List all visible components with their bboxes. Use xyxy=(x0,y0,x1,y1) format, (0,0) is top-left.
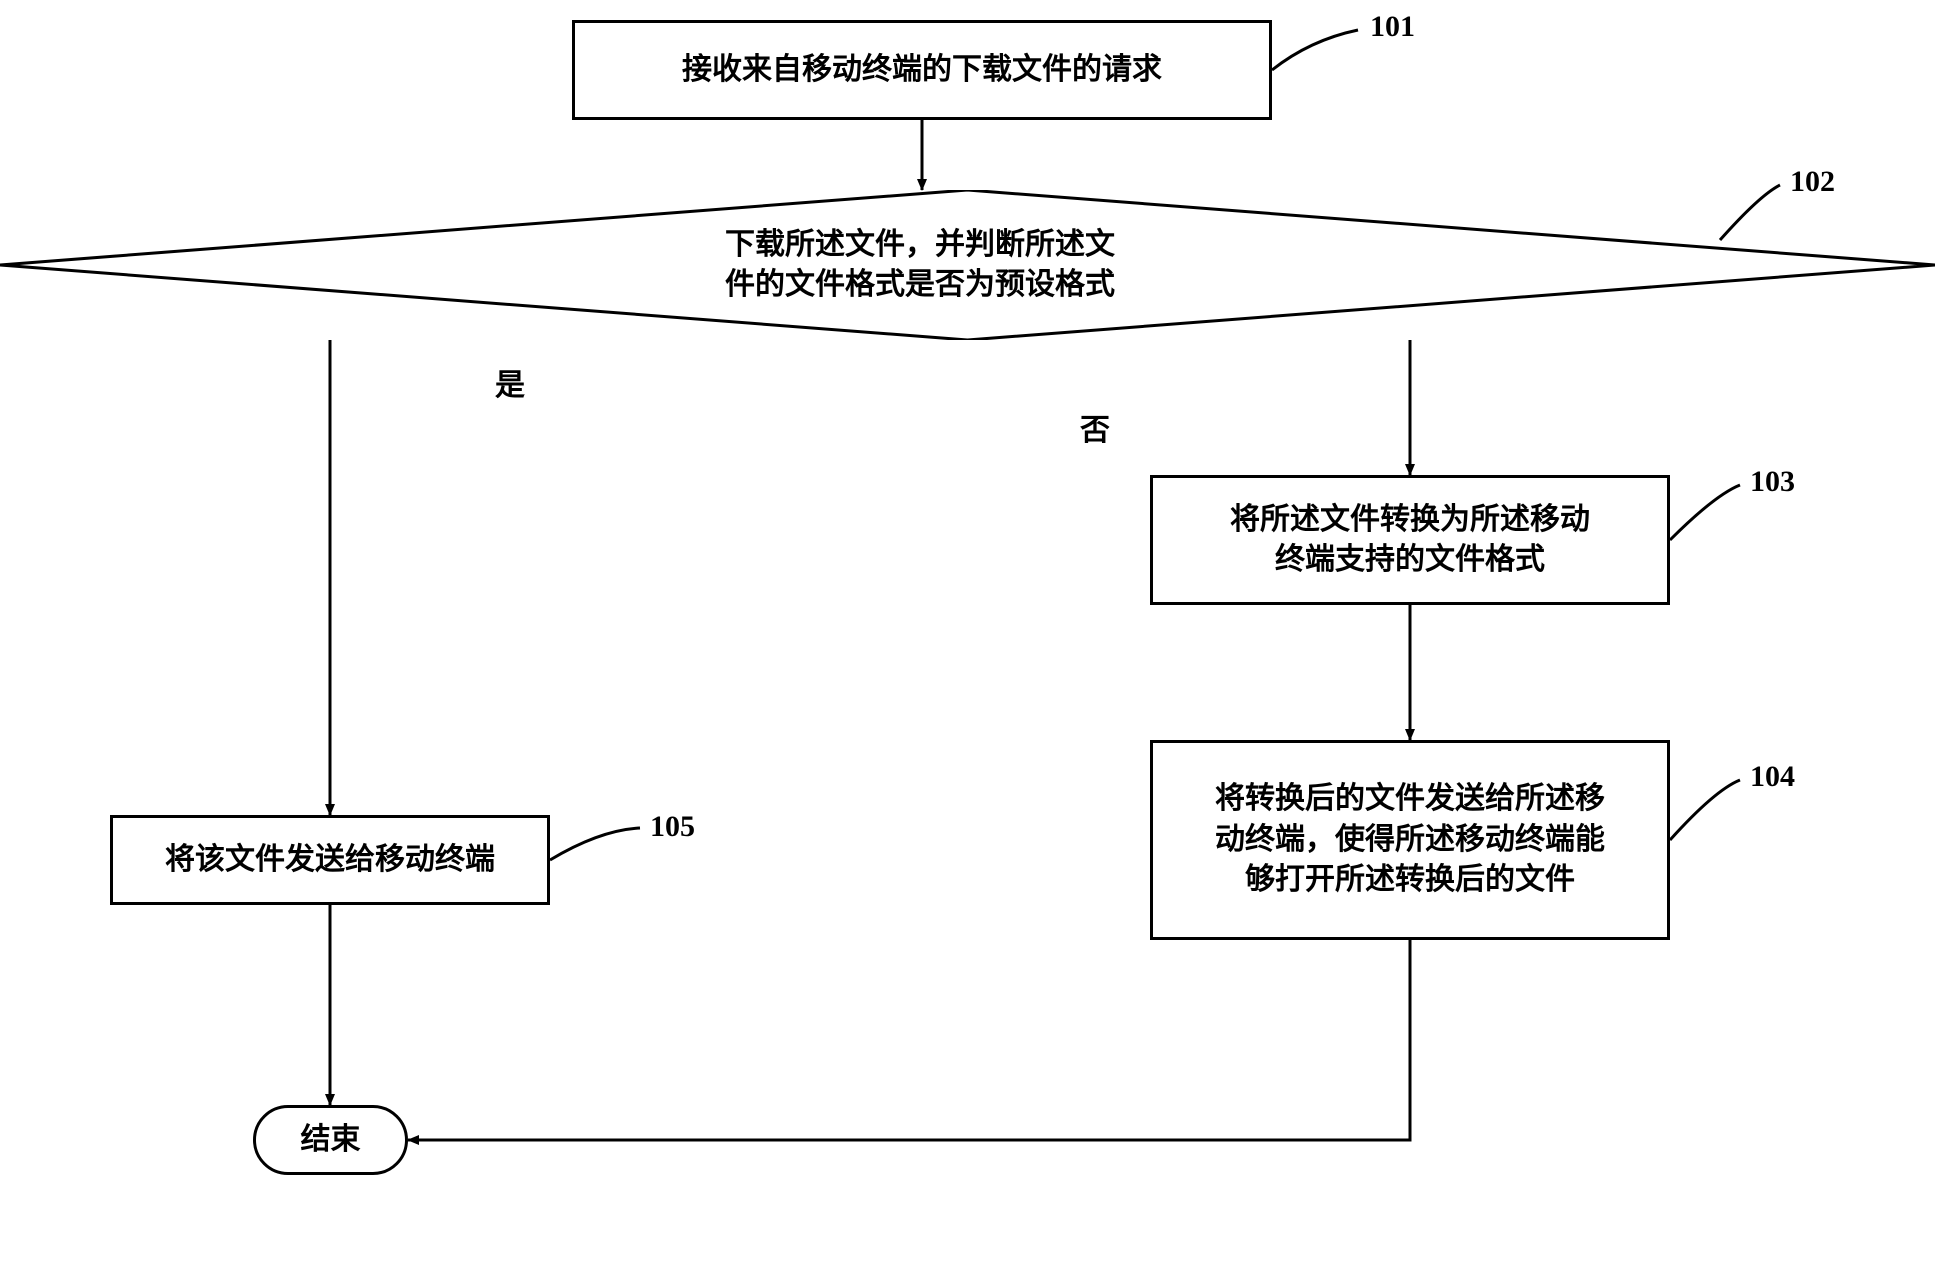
step-label-103: 103 xyxy=(1750,465,1795,499)
step-label-103-text: 103 xyxy=(1750,465,1795,498)
step-label-104-text: 104 xyxy=(1750,760,1795,793)
process-101: 接收来自移动终端的下载文件的请求 xyxy=(572,20,1272,120)
terminator-end: 结束 xyxy=(253,1105,408,1175)
branch-label-no: 否 xyxy=(1080,405,1110,449)
process-103-text: 将所述文件转换为所述移动 终端支持的文件格式 xyxy=(1230,500,1590,581)
branch-label-yes: 是 xyxy=(495,360,525,404)
step-label-101-text: 101 xyxy=(1370,10,1415,43)
decision-102-text: 下载所述文件，并判断所述文 件的文件格式是否为预设格式 xyxy=(725,225,1115,306)
process-101-text: 接收来自移动终端的下载文件的请求 xyxy=(682,50,1162,91)
process-105-text: 将该文件发送给移动终端 xyxy=(165,840,495,881)
process-105: 将该文件发送给移动终端 xyxy=(110,815,550,905)
step-label-101: 101 xyxy=(1370,10,1415,44)
step-label-105-text: 105 xyxy=(650,810,695,843)
step-label-104: 104 xyxy=(1750,760,1795,794)
branch-label-no-text: 否 xyxy=(1080,414,1110,447)
branch-label-yes-text: 是 xyxy=(495,369,525,402)
decision-102: 下载所述文件，并判断所述文 件的文件格式是否为预设格式 xyxy=(0,190,1935,340)
step-label-105: 105 xyxy=(650,810,695,844)
terminator-end-text: 结束 xyxy=(301,1120,361,1161)
process-104: 将转换后的文件发送给所述移 动终端，使得所述移动终端能 够打开所述转换后的文件 xyxy=(1150,740,1670,940)
process-104-text: 将转换后的文件发送给所述移 动终端，使得所述移动终端能 够打开所述转换后的文件 xyxy=(1215,779,1605,901)
step-label-102-text: 102 xyxy=(1790,165,1835,198)
process-103: 将所述文件转换为所述移动 终端支持的文件格式 xyxy=(1150,475,1670,605)
step-label-102: 102 xyxy=(1790,165,1835,199)
